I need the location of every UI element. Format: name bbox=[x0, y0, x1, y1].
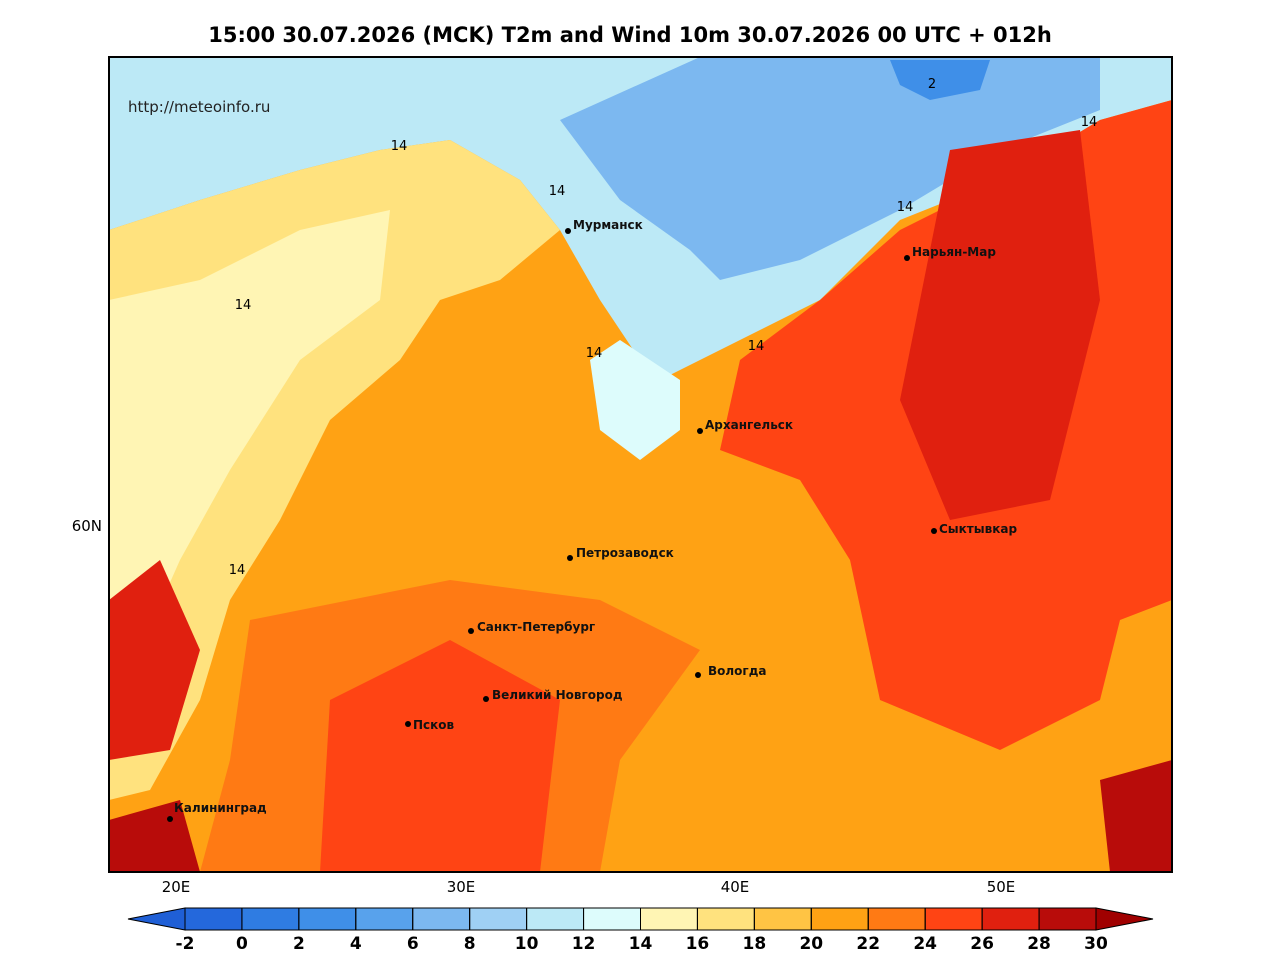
hot-zone bbox=[320, 640, 560, 872]
colorbar-tick-label: 2 bbox=[293, 934, 305, 954]
sea-deep bbox=[560, 57, 1100, 280]
very-hot-zone bbox=[1100, 760, 1172, 872]
contour-label: 14 bbox=[549, 184, 566, 199]
city-label: Псков bbox=[413, 718, 455, 732]
colorbar-box bbox=[696, 907, 755, 931]
city-label: Санкт-Петербург bbox=[477, 620, 595, 634]
colorbar-box bbox=[526, 907, 585, 931]
contour-label: 2 bbox=[928, 77, 936, 92]
colorbar-tick-label: 22 bbox=[856, 934, 880, 954]
city-label: Вологда bbox=[708, 664, 766, 678]
colorbar-box bbox=[355, 907, 414, 931]
city-dot bbox=[904, 255, 910, 261]
map: http://meteoinfo.ru 20E 30E 40E 50E 60N … bbox=[72, 56, 1173, 896]
colorbar-tick-label: 6 bbox=[407, 934, 419, 954]
city-dot bbox=[167, 816, 173, 822]
city-dot bbox=[405, 721, 411, 727]
city-label: Петрозаводск bbox=[576, 546, 674, 560]
contour-label: 14 bbox=[391, 139, 408, 154]
very-hot-zone bbox=[900, 130, 1100, 520]
colorbar: -2 0 2 4 6 8 10 12 14 16 18 20 22 24 26 28 30 bbox=[127, 907, 1154, 954]
colorbar-tick-label: 12 bbox=[572, 934, 596, 954]
sea-cold bbox=[890, 60, 990, 100]
colorbar-over bbox=[1095, 907, 1154, 931]
colorbar-tick-label: 24 bbox=[913, 934, 937, 954]
city-label: Нарьян-Мар bbox=[912, 245, 996, 259]
lon-label: 50E bbox=[987, 878, 1016, 896]
lon-label: 20E bbox=[162, 878, 191, 896]
city-label: Архангельск bbox=[705, 418, 793, 432]
very-hot-zone bbox=[109, 560, 200, 760]
colorbar-tick-label: 26 bbox=[970, 934, 994, 954]
city-dot bbox=[695, 672, 701, 678]
very-hot-zone bbox=[109, 800, 200, 872]
colorbar-tick-label: -2 bbox=[176, 934, 195, 954]
city-label: Калининград bbox=[174, 801, 267, 815]
contour-label: 14 bbox=[229, 563, 246, 578]
city-dot bbox=[468, 628, 474, 634]
colorbar-tick-label: 20 bbox=[799, 934, 823, 954]
map-frame bbox=[108, 56, 1173, 873]
watermark: http://meteoinfo.ru bbox=[128, 98, 270, 116]
contour-label: 14 bbox=[1081, 115, 1098, 130]
cities: Мурманск Нарьян-Мар Архангельск Сыктывка… bbox=[167, 218, 1017, 822]
lat-label: 60N bbox=[72, 517, 102, 535]
contour-label: 14 bbox=[235, 298, 252, 313]
city-dot bbox=[697, 428, 703, 434]
city-dot bbox=[567, 555, 573, 561]
title: 15:00 30.07.2026 (MCK) T2m and Wind 10m … bbox=[208, 23, 1052, 47]
colorbar-tick-label: 4 bbox=[350, 934, 362, 954]
colorbar-box bbox=[810, 907, 869, 931]
white-sea bbox=[590, 340, 680, 460]
colorbar-box bbox=[583, 907, 641, 931]
colorbar-box bbox=[241, 907, 300, 931]
colorbar-box bbox=[753, 907, 812, 931]
colorbar-tick-label: 18 bbox=[743, 934, 767, 954]
lon-label: 40E bbox=[721, 878, 750, 896]
city-label: Сыктывкар bbox=[939, 522, 1017, 536]
colorbar-tick-label: 30 bbox=[1084, 934, 1108, 954]
colorbar-box bbox=[412, 907, 471, 931]
colorbar-tick-label: 28 bbox=[1027, 934, 1051, 954]
colorbar-tick-label: 10 bbox=[515, 934, 539, 954]
city-dot bbox=[931, 528, 937, 534]
colorbar-box bbox=[1038, 907, 1097, 931]
contour-label: 14 bbox=[586, 346, 603, 361]
contour-label: 14 bbox=[897, 200, 914, 215]
mild-zone bbox=[1100, 600, 1172, 720]
colorbar-tick-label: 0 bbox=[236, 934, 248, 954]
colorbar-box bbox=[981, 907, 1040, 931]
colorbar-box bbox=[184, 907, 243, 931]
city-dot bbox=[483, 696, 489, 702]
contour-labels: 14 14 14 14 14 14 14 2 14 bbox=[229, 77, 1098, 578]
colorbar-box bbox=[640, 907, 698, 931]
colorbar-box bbox=[298, 907, 357, 931]
city-dot bbox=[565, 228, 571, 234]
colorbar-tick-label: 8 bbox=[464, 934, 476, 954]
city-label: Мурманск bbox=[573, 218, 643, 232]
mild-zone bbox=[109, 210, 390, 700]
colorbar-tick-label: 16 bbox=[686, 934, 710, 954]
colorbar-box bbox=[469, 907, 528, 931]
colorbar-box bbox=[924, 907, 983, 931]
colorbar-under bbox=[127, 907, 186, 931]
city-label: Великий Новгород bbox=[492, 688, 623, 702]
lon-label: 30E bbox=[447, 878, 476, 896]
colorbar-tick-label: 14 bbox=[629, 934, 653, 954]
contour-label: 14 bbox=[748, 339, 765, 354]
colorbar-box bbox=[867, 907, 926, 931]
